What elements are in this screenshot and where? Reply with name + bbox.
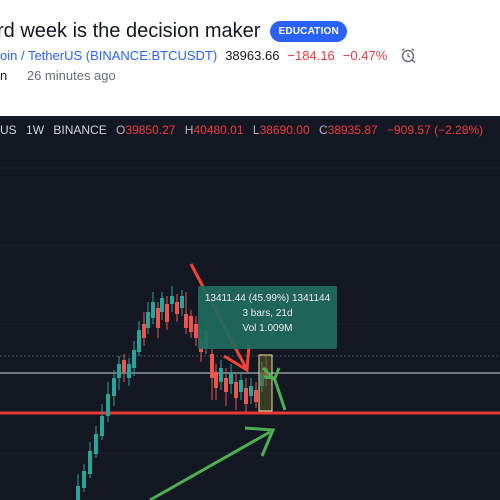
candle-body (112, 378, 116, 396)
candle-body (234, 382, 238, 398)
candle-body (214, 372, 218, 388)
ohlc-legend: US 1W BINANCE O39850.27 H40480.01 L38690… (0, 123, 483, 137)
candle-body (254, 390, 258, 402)
legend-open: 39850.27 (125, 123, 176, 137)
author-name[interactable]: n (0, 68, 8, 83)
candle-body (122, 360, 126, 372)
measure-tooltip-volume: Vol 1.009M (242, 323, 293, 334)
legend-open-label: O (116, 123, 126, 137)
measure-tooltip: 13411.44 (45.99%) 1341144 3 bars, 21d Vo… (198, 286, 337, 349)
measure-tooltip-change: 13411.44 (45.99%) 1341144 (204, 293, 331, 304)
candle-body (210, 354, 214, 378)
candle-body (189, 316, 193, 332)
symbol-price: 38963.66 (225, 47, 280, 63)
candle-body (151, 302, 155, 318)
candle-body (249, 386, 253, 396)
legend-change: −909.57 (−2.28%) (387, 123, 484, 137)
candle-body (137, 330, 141, 352)
green-arrow-large-head[interactable] (244, 426, 276, 457)
legend-close: 38935.87 (327, 123, 378, 137)
legend-interval: 1W (26, 123, 45, 137)
candle-body (76, 486, 80, 500)
candle-body (194, 324, 198, 338)
candle-body (165, 304, 169, 322)
green-arrow-small[interactable] (261, 366, 287, 411)
measure-tooltip-bars: 3 bars, 21d (242, 308, 293, 319)
candle-body (94, 434, 98, 454)
legend-low: 38690.00 (259, 123, 310, 137)
symbol-link[interactable]: oin / TetherUS (BINANCE:BTCUSDT) (0, 47, 218, 63)
candle-body (244, 388, 248, 404)
education-badge[interactable]: EDUCATION (270, 20, 347, 42)
red-arrow-head[interactable] (223, 344, 251, 373)
idea-title: rd week is the decision maker (0, 19, 261, 42)
candle-body (88, 451, 92, 474)
author-row: n 26 minutes ago (0, 68, 116, 86)
candle-body (219, 368, 223, 382)
legend-high-label: H (184, 123, 194, 137)
candle-body (82, 471, 86, 488)
candle-body (239, 380, 243, 392)
title-row: rd week is the decision maker EDUCATION (0, 14, 347, 48)
alarm-clock-icon[interactable] (399, 46, 417, 64)
green-arrow-small-head[interactable] (263, 367, 281, 380)
symbol-change: −184.16 (287, 47, 335, 63)
symbol-change-percent: −0.47% (342, 47, 388, 63)
legend-symbol: US (0, 123, 17, 137)
candle-body (132, 350, 136, 368)
candle-body (180, 296, 184, 308)
measure-range-box[interactable] (258, 354, 273, 412)
legend-high: 40480.01 (193, 123, 244, 137)
candle-body (127, 364, 131, 378)
legend-close-label: C (318, 123, 328, 137)
candle-body (142, 324, 146, 338)
candle-body (229, 372, 233, 384)
candle-body (100, 416, 104, 436)
legend-exchange: BINANCE (53, 123, 107, 137)
candle-body (160, 298, 164, 312)
candle-body (117, 364, 121, 378)
posted-time: 26 minutes ago (26, 68, 116, 83)
candle-body (224, 378, 228, 392)
candle-body (184, 314, 188, 328)
candle-body (106, 394, 110, 416)
candle-body (175, 302, 179, 314)
idea-header: rd week is the decision maker EDUCATION … (0, 0, 500, 116)
candle-body (146, 312, 150, 328)
chart-pane[interactable]: US 1W BINANCE O39850.27 H40480.01 L38690… (0, 116, 500, 500)
candle-body (156, 308, 160, 328)
legend-low-label: L (252, 123, 260, 137)
candle-body (170, 296, 174, 304)
symbol-row: oin / TetherUS (BINANCE:BTCUSDT) 38963.6… (0, 45, 417, 65)
green-arrow-large[interactable] (149, 430, 271, 500)
